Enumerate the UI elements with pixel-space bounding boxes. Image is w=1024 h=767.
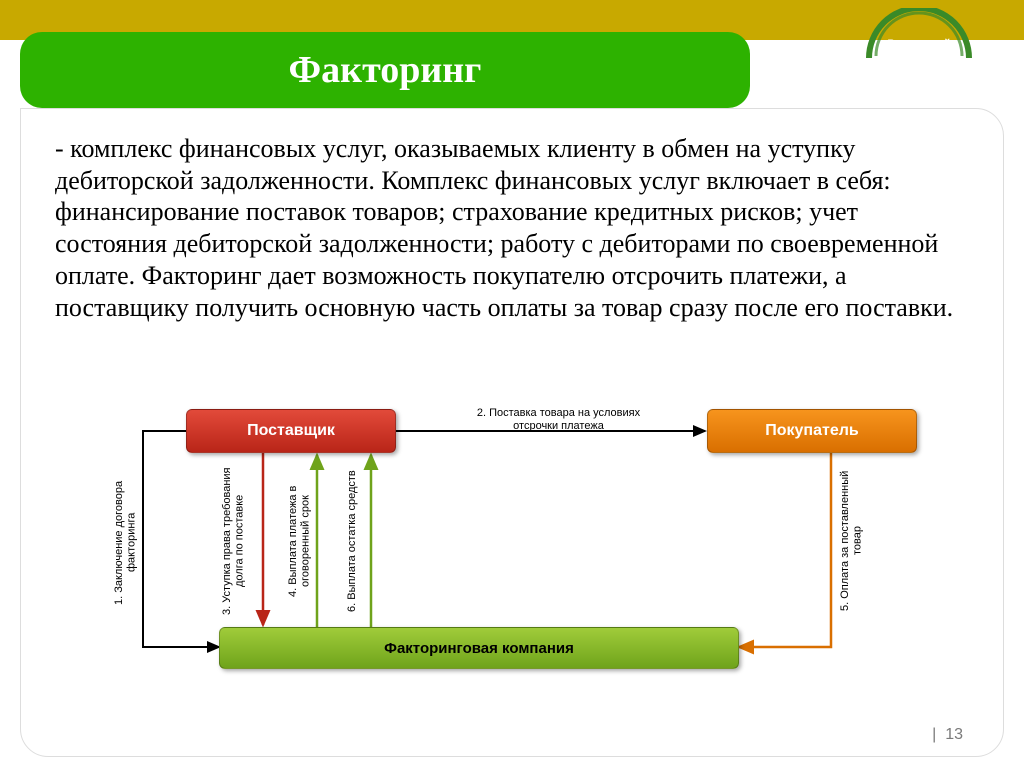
edge-label-4: 4. Выплата платежа в оговоренный срок	[287, 461, 317, 621]
edge-label-1: 1. Заключение договора факторинга	[113, 465, 138, 620]
edge-label-3: 3. Уступка права требования долга по пос…	[221, 461, 263, 621]
page-title: Факторинг	[289, 48, 482, 92]
node-factoring-label: Факторинговая компания	[384, 640, 574, 657]
body-text: - комплекс финансовых услуг, оказываемых…	[55, 133, 969, 323]
title-box: Факторинг	[20, 32, 750, 108]
node-supplier-label: Поставщик	[247, 422, 335, 440]
node-supplier: Поставщик	[186, 409, 396, 453]
edge-label-2: 2. Поставка товара на условиях отсрочки …	[461, 407, 656, 432]
logo-text: Ростовский филиал	[874, 38, 964, 64]
logo-line2: филиал	[897, 51, 940, 63]
factoring-diagram: Поставщик Покупатель Факторинговая компа…	[71, 409, 941, 689]
edge-label-5: 5. Оплата за поставленный товар	[839, 461, 867, 621]
logo-line1: Ростовский	[887, 38, 950, 50]
page-number: | 13	[932, 726, 963, 744]
content-box: - комплекс финансовых услуг, оказываемых…	[20, 108, 1004, 757]
node-buyer: Покупатель	[707, 409, 917, 453]
node-buyer-label: Покупатель	[765, 422, 858, 440]
node-factoring: Факторинговая компания	[219, 627, 739, 669]
page-num-value: 13	[945, 726, 963, 743]
edge-label-6: 6. Выплата остатка средств	[346, 461, 376, 621]
page-prefix: |	[932, 726, 936, 743]
